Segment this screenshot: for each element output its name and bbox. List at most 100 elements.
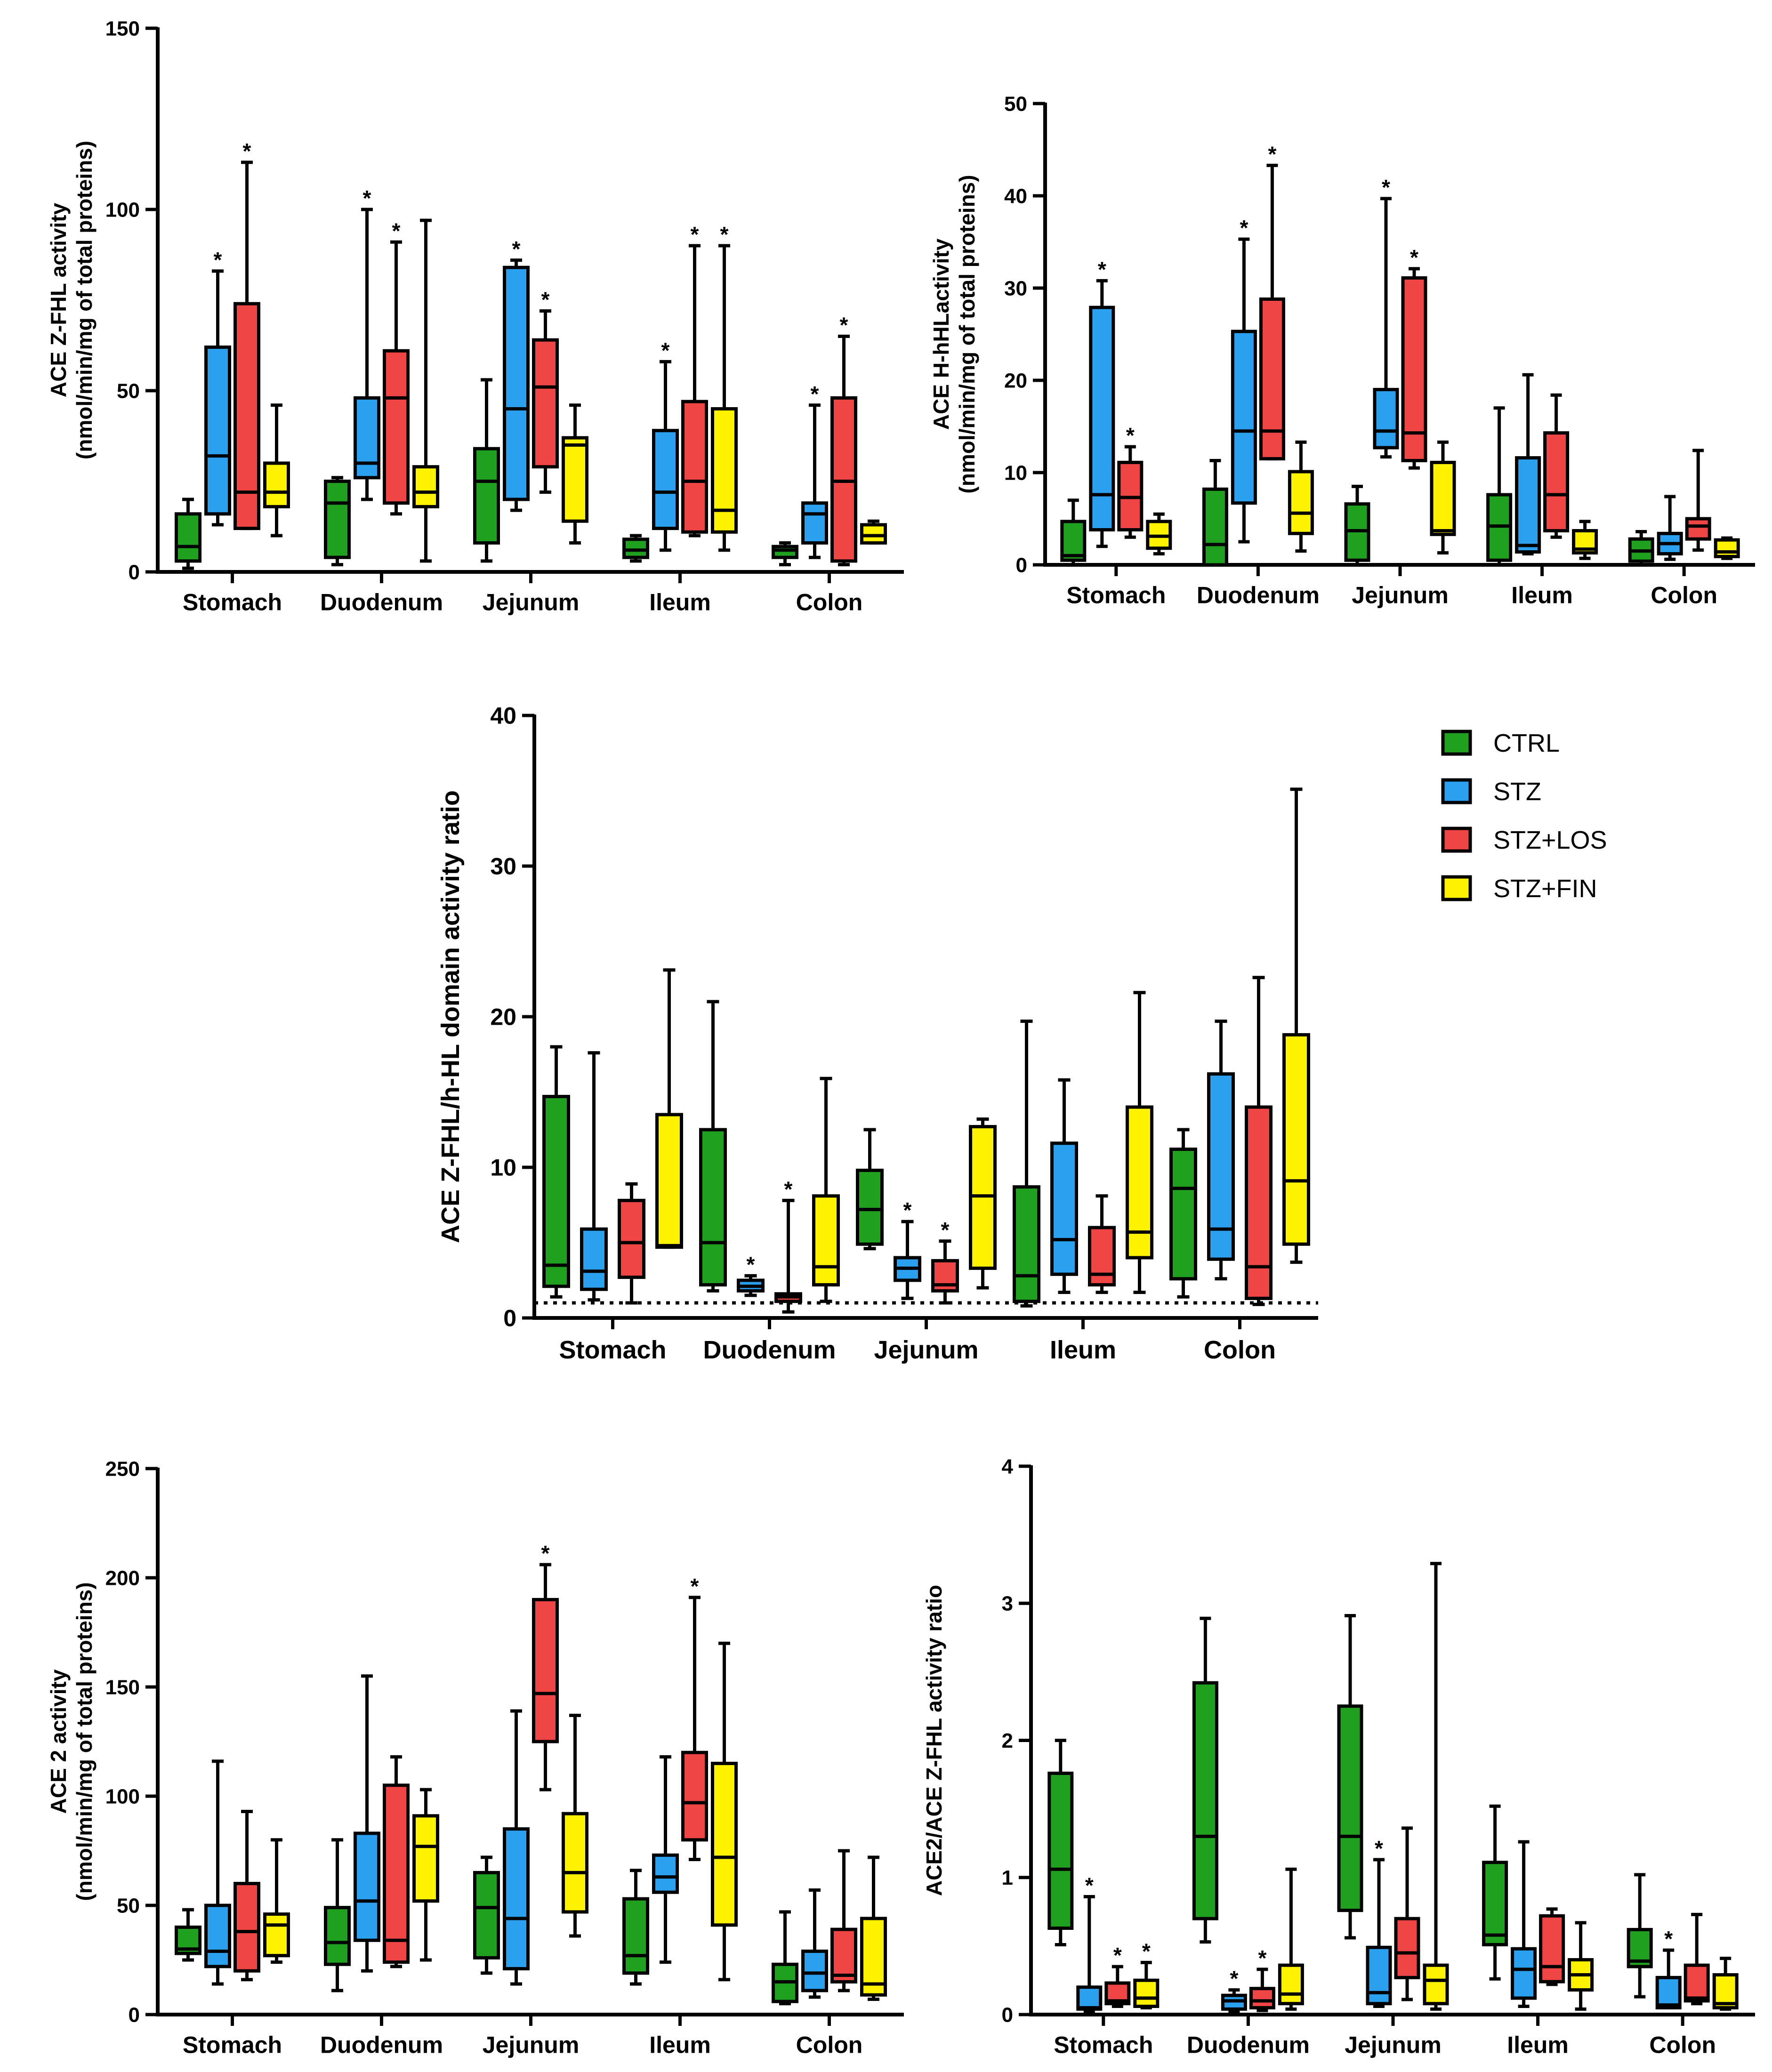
x-tick-label: Ileum xyxy=(1050,1336,1116,1364)
box-iqr xyxy=(830,396,857,563)
box-duodenum-stz-fin xyxy=(812,1076,840,1303)
box-stomach-ctrl xyxy=(175,1908,201,1962)
significance-star: * xyxy=(1240,216,1248,240)
x-tick-label: Stomach xyxy=(1066,582,1166,609)
y-tick-label: 3 xyxy=(1002,1592,1013,1615)
y-tick-label: 0 xyxy=(503,1305,516,1332)
significance-star: * xyxy=(691,1574,699,1598)
x-tick-label: Duodenum xyxy=(1187,2032,1310,2058)
y-tick-label: 150 xyxy=(105,17,140,40)
y-axis-label: ACE 2 activity(nmol/min/mg of total prot… xyxy=(46,1582,97,1901)
box-colon-stz: * xyxy=(1655,1927,1682,2009)
x-tick-label: Colon xyxy=(796,2032,863,2058)
box-iqr xyxy=(1126,1105,1153,1260)
box-iqr xyxy=(1430,460,1456,536)
y-axis-label-line: (nmol/min/mg of total proteins) xyxy=(72,1582,97,1901)
x-tick-label: Stomach xyxy=(559,1336,666,1364)
significance-star: * xyxy=(1126,423,1135,448)
box-iqr xyxy=(412,1814,439,1903)
box-iqr xyxy=(204,345,231,516)
significance-star: * xyxy=(1268,142,1276,166)
box-stomach-stz-los xyxy=(234,1809,260,1982)
box-stomach-stz: * xyxy=(1076,1873,1103,2014)
y-tick-label: 2 xyxy=(1002,1729,1013,1752)
significance-star: * xyxy=(392,218,401,243)
significance-star: * xyxy=(661,338,670,362)
box-colon-stz-fin xyxy=(860,519,887,545)
box-jejunum-stz-los xyxy=(1394,1826,1420,2001)
box-iqr xyxy=(1047,1771,1074,1930)
box-iqr xyxy=(1060,520,1087,562)
box-iqr xyxy=(383,349,410,505)
box-iqr xyxy=(1683,1963,1710,2003)
legend-label: STZ+LOS xyxy=(1493,826,1607,854)
box-colon-stz-los: * xyxy=(830,313,857,567)
y-tick-label: 0 xyxy=(1002,2003,1013,2026)
box-jejunum-stz: * xyxy=(503,237,530,512)
box-iqr xyxy=(699,1128,727,1287)
box-jejunum-stz-los: * xyxy=(532,288,559,494)
box-iqr xyxy=(1282,1033,1310,1246)
box-ileum-stz xyxy=(652,1755,679,1964)
box-jejunum-stz-los: * xyxy=(1401,245,1427,470)
box-iqr xyxy=(681,1751,708,1842)
y-tick-label: 100 xyxy=(105,1785,140,1808)
y-tick-label: 20 xyxy=(490,1004,516,1030)
box-iqr xyxy=(711,407,738,534)
box-iqr xyxy=(1482,1861,1508,1946)
box-iqr xyxy=(860,1917,887,1997)
box-stomach-stz-fin xyxy=(1146,512,1172,555)
significance-star: * xyxy=(747,1252,755,1277)
box-iqr xyxy=(354,396,380,480)
box-stomach-stz xyxy=(204,1759,231,1986)
x-tick-label: Duodenum xyxy=(320,2032,443,2058)
significance-star: * xyxy=(1113,1943,1122,1968)
box-iqr xyxy=(1685,517,1711,541)
box-iqr xyxy=(1714,538,1740,558)
box-colon-stz xyxy=(1657,495,1683,561)
significance-star: * xyxy=(214,248,222,272)
box-iqr xyxy=(856,1168,884,1246)
box-iqr xyxy=(801,501,828,545)
box-iqr xyxy=(354,1831,380,1942)
box-duodenum-stz-fin xyxy=(1288,440,1314,553)
y-tick-label: 4 xyxy=(1002,1455,1014,1478)
box-ileum-ctrl xyxy=(622,534,649,563)
y-axis-label: ACE Z-FHL/h-HL domain activity ratio xyxy=(436,790,465,1243)
box-iqr xyxy=(652,1853,679,1894)
box-iqr xyxy=(473,1871,500,1960)
box-iqr xyxy=(175,512,201,563)
box-iqr xyxy=(1192,1681,1218,1920)
box-iqr xyxy=(1543,431,1570,532)
box-jejunum-stz-fin xyxy=(1430,440,1456,555)
y-axis-label-line: ACE H-hHLactivity xyxy=(929,238,953,430)
box-colon-stz-los xyxy=(830,1849,857,1992)
box-ileum-stz: * xyxy=(652,338,679,552)
significance-star: * xyxy=(1142,1939,1151,1963)
box-iqr xyxy=(1278,1963,1304,2006)
box-iqr xyxy=(1231,329,1257,505)
box-iqr xyxy=(655,1113,683,1249)
y-tick-label: 0 xyxy=(129,2003,140,2026)
y-axis-label: ACE2/ACE Z-FHL activity ratio xyxy=(922,1585,946,1896)
significance-star: * xyxy=(1258,1946,1266,1970)
significance-star: * xyxy=(1098,257,1106,281)
box-ileum-stz-fin xyxy=(1572,520,1598,560)
box-duodenum-stz-fin xyxy=(412,218,439,563)
y-axis-label: ACE H-hHLactivity(nmol/min/mg of total p… xyxy=(929,175,979,493)
x-tick-label: Stomach xyxy=(183,2032,282,2058)
box-jejunum-stz-fin xyxy=(969,1117,997,1290)
box-ileum-stz-los xyxy=(1539,1907,1565,1986)
box-colon-stz-los xyxy=(1245,976,1273,1306)
box-colon-ctrl xyxy=(1628,530,1654,567)
box-ileum-stz xyxy=(1515,373,1541,555)
chart-panel-ratio: 0 10 20 30 40 ACE Z-FHL/h-HL domain activity … xyxy=(436,703,1318,1364)
box-iqr xyxy=(1423,1963,1449,2006)
box-stomach-stz-fin: * xyxy=(1133,1939,1160,2009)
y-axis-label-line: ACE2/ACE Z-FHL activity ratio xyxy=(922,1585,946,1896)
box-jejunum-stz: * xyxy=(1373,175,1399,459)
box-iqr xyxy=(860,523,887,545)
box-ileum-ctrl xyxy=(622,1869,649,1986)
box-iqr xyxy=(412,465,439,508)
